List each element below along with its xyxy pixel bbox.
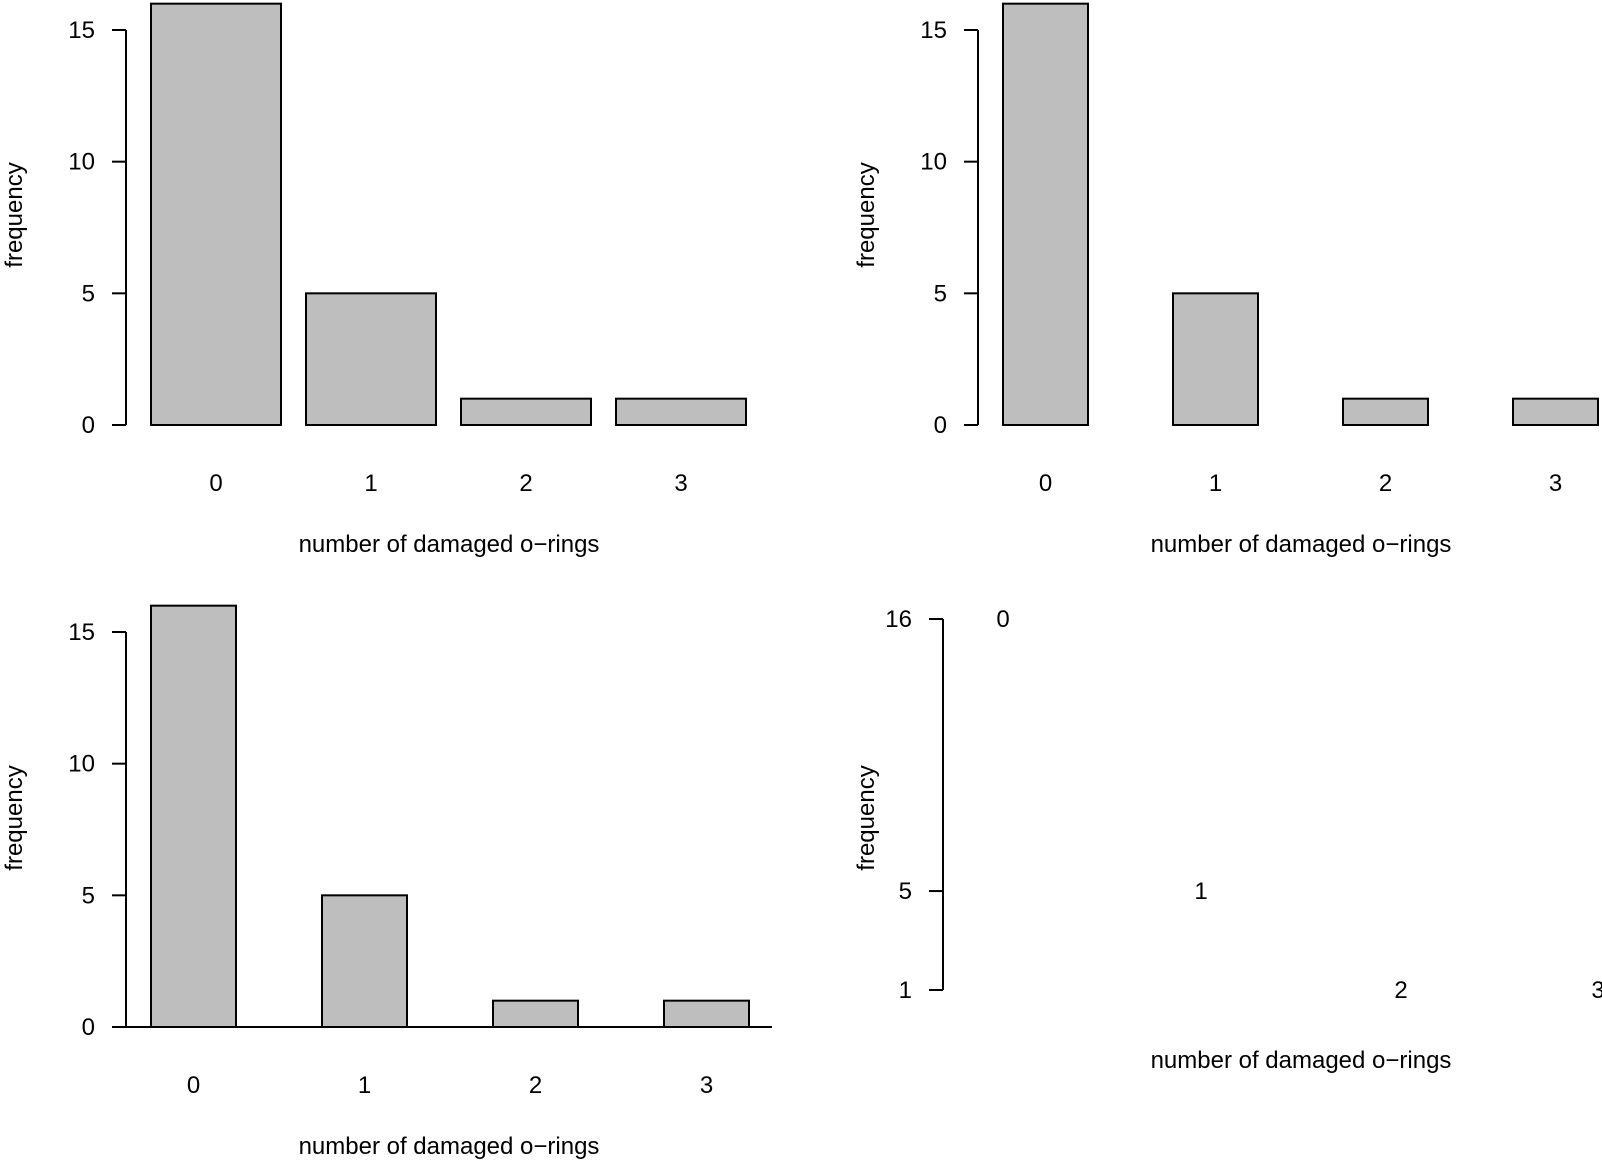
y-axis-title-a: frequency bbox=[1, 162, 28, 267]
bar-a-3 bbox=[615, 397, 747, 426]
y-axis-title-b: frequency bbox=[853, 162, 880, 267]
x-tick-label-a: 0 bbox=[209, 470, 222, 497]
y-tick-label-c: 15 bbox=[68, 619, 95, 646]
bar-b-3 bbox=[1512, 397, 1599, 426]
bar-b-1 bbox=[1172, 292, 1259, 427]
y-tick-label-b: 15 bbox=[920, 17, 947, 44]
bar-c-0 bbox=[150, 604, 237, 1029]
bar-c-3 bbox=[663, 999, 750, 1029]
chart-panel-1: 0 5 10 15 0 1 2 3 number of damaged o−rings frequ… bbox=[1, 2, 747, 558]
bar-b-0 bbox=[1002, 2, 1089, 427]
chart-panel-4: 1 5 16 0 1 2 3 number of damaged o−rings frequen… bbox=[853, 606, 1602, 1074]
bar-a-1 bbox=[305, 292, 437, 427]
bar-b-2 bbox=[1342, 397, 1429, 426]
point-label-d-2: 2 bbox=[1394, 977, 1407, 1004]
x-tick-label-a: 1 bbox=[364, 470, 377, 497]
y-tick-label-b: 10 bbox=[920, 149, 947, 176]
chart-panel-2: 0 5 10 15 0 1 2 3 number of damaged o−rings frequ… bbox=[853, 2, 1599, 558]
x-tick-label-a: 3 bbox=[674, 470, 687, 497]
chart-panel-3: 0 5 10 15 0 1 2 3 number of damaged o−rings frequ… bbox=[1, 604, 772, 1160]
x-axis-title-b: number of damaged o−rings bbox=[1151, 531, 1452, 558]
y-tick-label-a: 0 bbox=[82, 412, 95, 439]
y-tick-label-a: 15 bbox=[68, 17, 95, 44]
y-tick-label-b: 0 bbox=[934, 412, 947, 439]
x-tick-label-c: 3 bbox=[700, 1072, 713, 1099]
y-axis-title-c: frequency bbox=[1, 765, 28, 870]
x-tick-label-a: 2 bbox=[519, 470, 532, 497]
point-label-d-1: 1 bbox=[1194, 878, 1207, 905]
y-tick-label-b: 5 bbox=[934, 280, 947, 307]
y-tick-label-d: 5 bbox=[899, 878, 912, 905]
x-tick-label-b: 2 bbox=[1379, 470, 1392, 497]
y-tick-label-d: 16 bbox=[885, 606, 912, 633]
x-tick-label-b: 1 bbox=[1209, 470, 1222, 497]
bar-c-2 bbox=[492, 999, 579, 1029]
y-axis-title-d: frequency bbox=[853, 765, 880, 870]
y-tick-label-c: 0 bbox=[82, 1014, 95, 1041]
y-tick-label-a: 10 bbox=[68, 149, 95, 176]
bar-a-0 bbox=[150, 2, 282, 427]
x-tick-label-c: 0 bbox=[187, 1072, 200, 1099]
x-tick-label-c: 2 bbox=[529, 1072, 542, 1099]
x-axis-title-c: number of damaged o−rings bbox=[299, 1133, 600, 1160]
y-tick-label-c: 10 bbox=[68, 751, 95, 778]
x-tick-label-b: 3 bbox=[1549, 470, 1562, 497]
x-tick-label-b: 0 bbox=[1039, 470, 1052, 497]
x-tick-label-c: 1 bbox=[358, 1072, 371, 1099]
bar-a-2 bbox=[460, 397, 592, 426]
x-axis-title-d: number of damaged o−rings bbox=[1151, 1047, 1452, 1074]
point-label-d-3: 3 bbox=[1591, 977, 1602, 1004]
point-label-d-0: 0 bbox=[996, 606, 1009, 633]
y-tick-label-d: 1 bbox=[899, 977, 912, 1004]
x-axis-title-a: number of damaged o−rings bbox=[299, 531, 600, 558]
y-tick-label-a: 5 bbox=[82, 280, 95, 307]
y-tick-label-c: 5 bbox=[82, 882, 95, 909]
bar-c-1 bbox=[321, 894, 408, 1028]
